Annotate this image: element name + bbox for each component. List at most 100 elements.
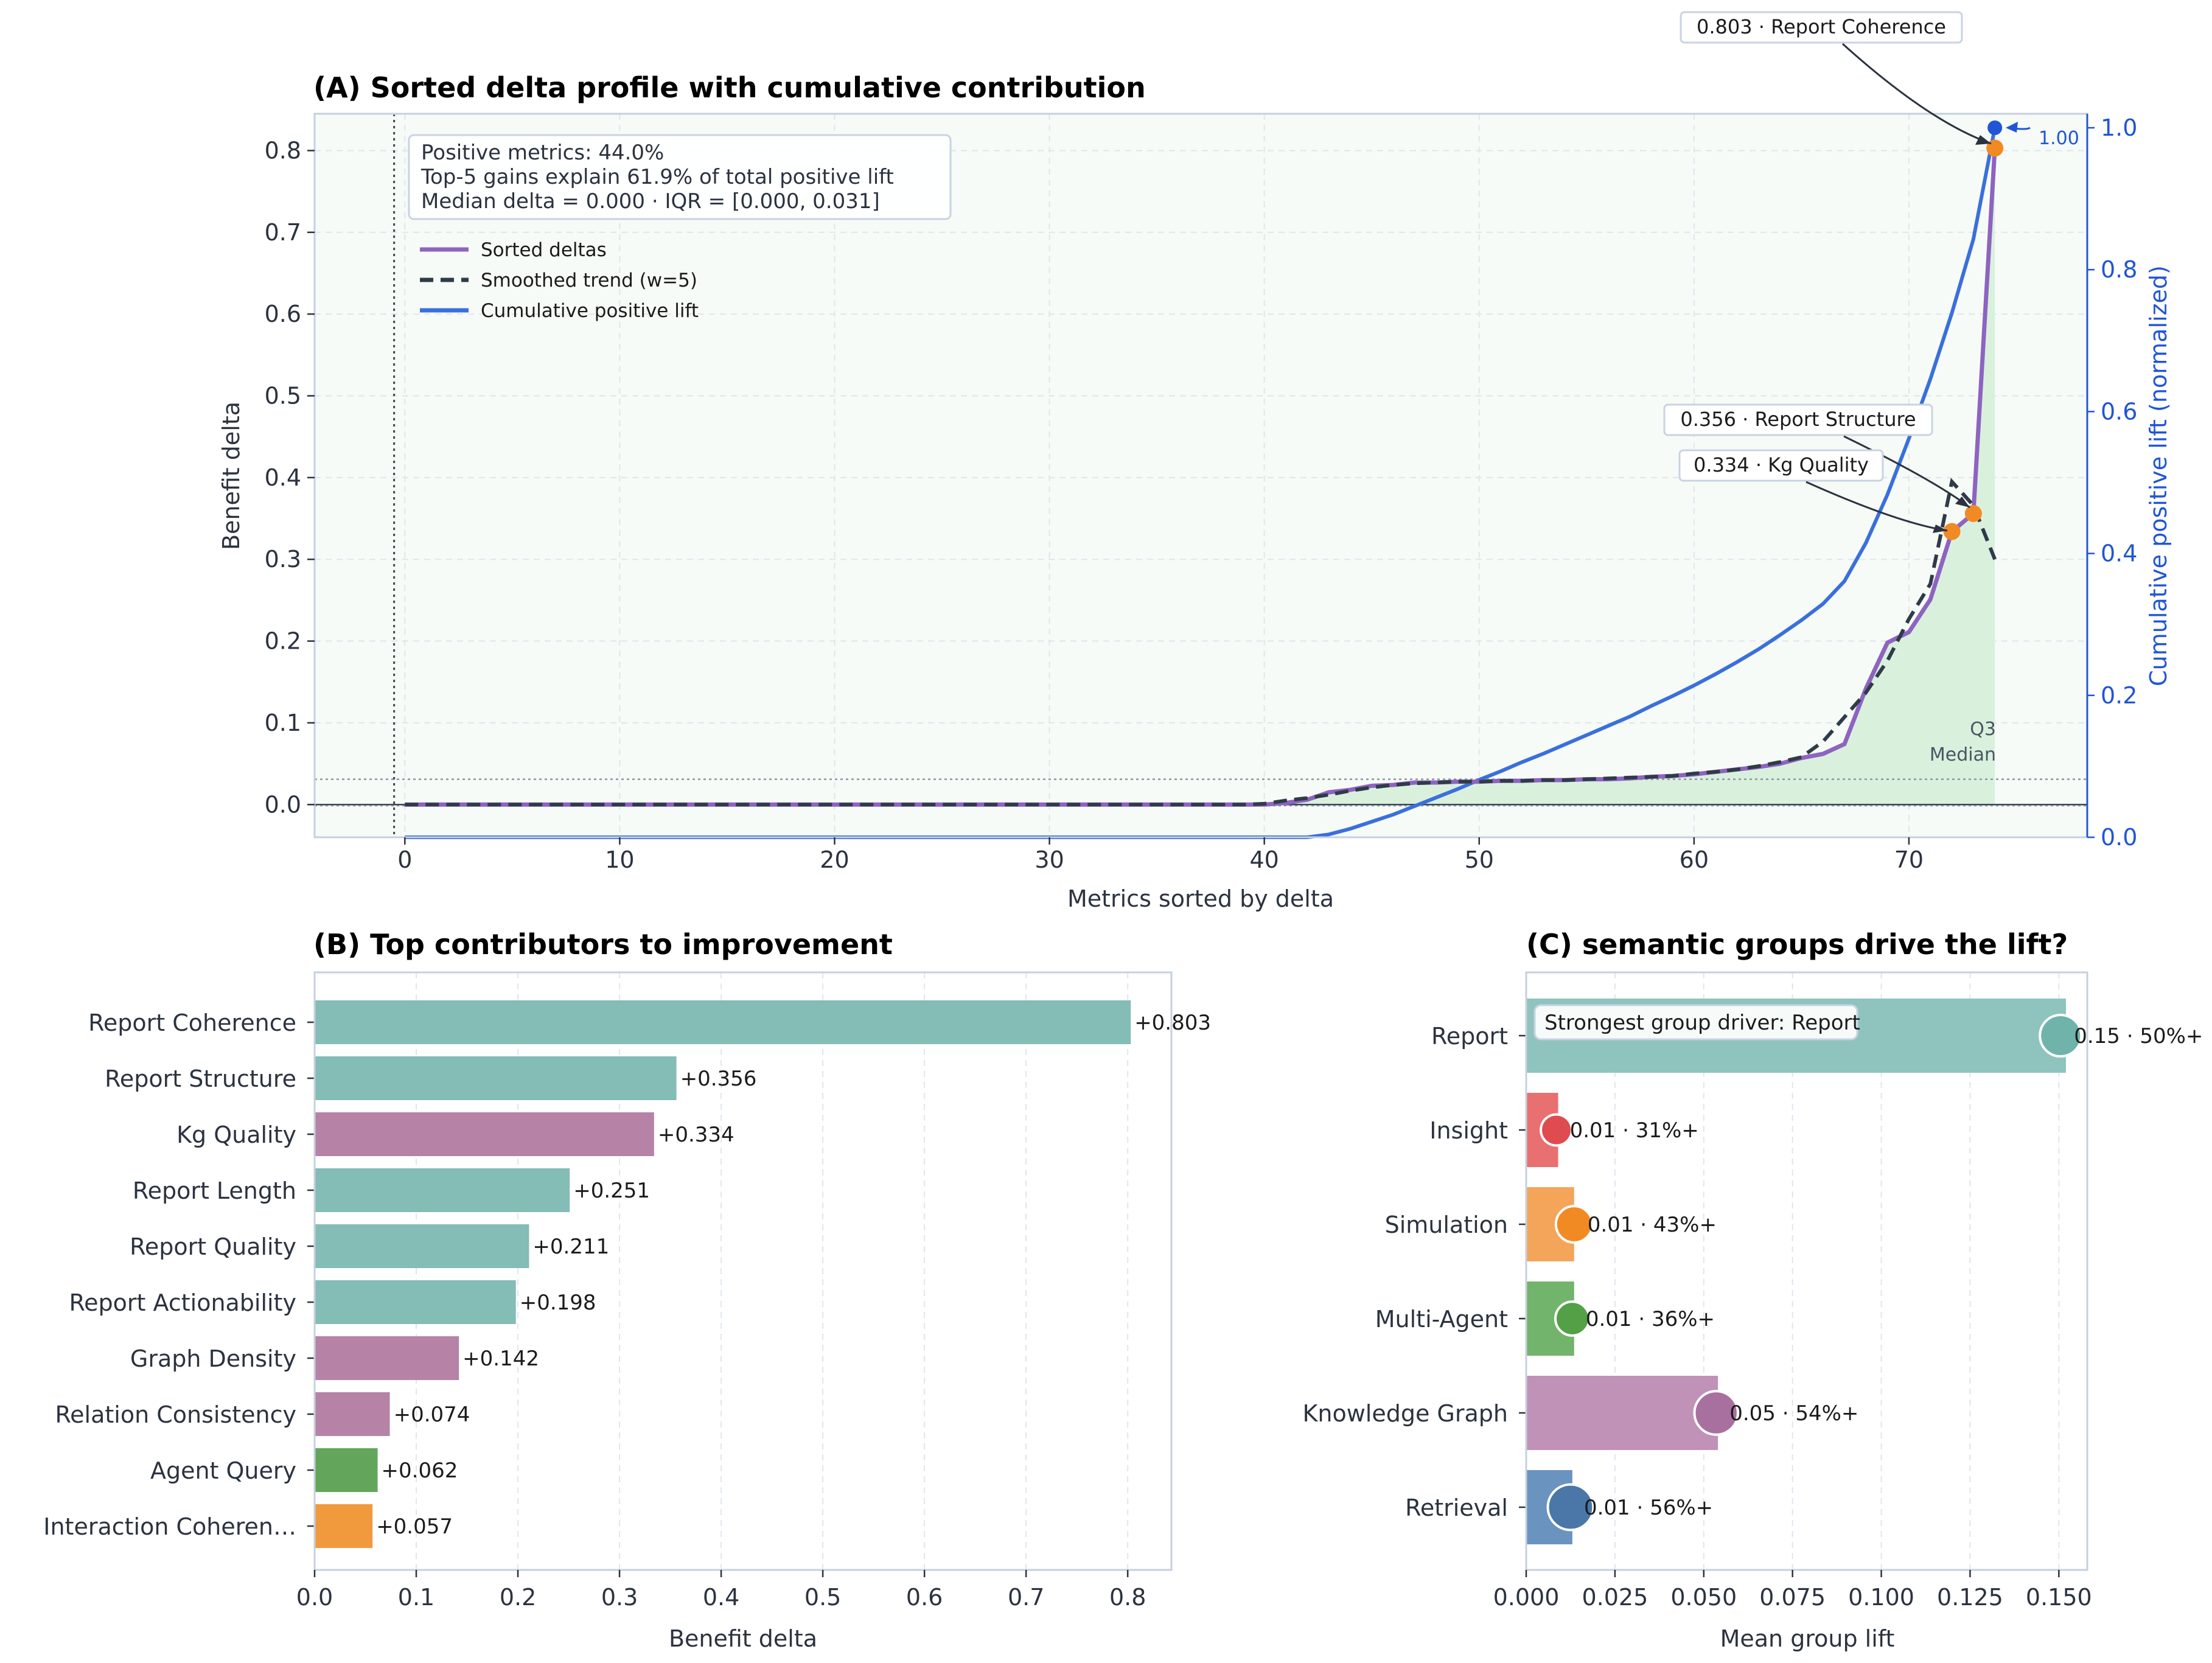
bar bbox=[1526, 1376, 1718, 1450]
x-tick-label: 20 bbox=[820, 846, 849, 873]
x-tick-label: 0.0 bbox=[296, 1584, 333, 1611]
info-box: Strongest group driver: Report bbox=[1533, 1004, 1860, 1041]
category-label: Report bbox=[1431, 1023, 1508, 1050]
legend-label-trend: Smoothed trend (w=5) bbox=[481, 270, 697, 291]
plot-frame-b bbox=[313, 971, 1173, 1571]
annotation-report-structure: 0.356 · Report Structure bbox=[1663, 403, 1970, 509]
y-tick-label: 0.3 bbox=[265, 546, 301, 573]
y-tick-label: 0.5 bbox=[265, 383, 301, 410]
panel-c-title: (C) semantic groups drive the lift? bbox=[1526, 928, 2068, 961]
x-tick-label: 0.150 bbox=[2026, 1584, 2092, 1611]
group-point bbox=[1693, 1390, 1739, 1436]
bar bbox=[315, 1000, 1131, 1044]
bar bbox=[315, 1112, 654, 1156]
y-tick-label: 0.8 bbox=[265, 137, 301, 164]
x-tick-label: 0.075 bbox=[1759, 1584, 1826, 1611]
category-label: Report Quality bbox=[130, 1233, 296, 1260]
y-tick-label: 0.1 bbox=[265, 709, 301, 736]
panel-a: (A) Sorted delta profile with cumulative… bbox=[218, 11, 2172, 912]
x-tick-label: 0 bbox=[397, 846, 412, 873]
stats-line-1: Positive metrics: 44.0% bbox=[421, 141, 664, 165]
group-point bbox=[1540, 1113, 1574, 1147]
legend-label-cumulative: Cumulative positive lift bbox=[481, 300, 699, 322]
x-tick-label: 0.000 bbox=[1493, 1584, 1560, 1611]
info-box-text: Strongest group driver: Report bbox=[1544, 1011, 1860, 1035]
bar bbox=[315, 1504, 373, 1548]
bar bbox=[315, 1392, 390, 1436]
bar bbox=[315, 1336, 459, 1380]
group-value-label: 0.01 · 36%+ bbox=[1586, 1307, 1715, 1331]
annotation-label: 1.00 bbox=[2039, 128, 2079, 149]
x-tick-label: 50 bbox=[1465, 846, 1494, 873]
y2-tick-label: 0.2 bbox=[2101, 682, 2137, 709]
bar bbox=[315, 1280, 516, 1324]
y-tick-label: 0.2 bbox=[265, 628, 301, 655]
x-tick-label: 0.100 bbox=[1848, 1584, 1914, 1611]
point-kg-quality bbox=[1943, 523, 1961, 540]
group-point bbox=[1546, 1483, 1595, 1532]
y2-tick-label: 0.0 bbox=[2101, 824, 2137, 851]
stats-box: Positive metrics: 44.0% Top-5 gains expl… bbox=[408, 134, 952, 220]
group-value-label: 0.01 · 56%+ bbox=[1584, 1496, 1713, 1520]
bar-value-label: +0.198 bbox=[520, 1291, 596, 1315]
x-tick-label: 0.125 bbox=[1937, 1584, 2003, 1611]
category-label: Insight bbox=[1429, 1117, 1508, 1144]
annotation-label: 0.334 · Kg Quality bbox=[1694, 453, 1869, 476]
y2-tick-label: 0.8 bbox=[2101, 256, 2137, 283]
point-report-structure bbox=[1964, 504, 1982, 522]
category-label: Report Length bbox=[133, 1177, 296, 1204]
q3-label: Q3 bbox=[1970, 719, 1996, 740]
median-label: Median bbox=[1930, 744, 1996, 765]
y-tick-label: 0.0 bbox=[265, 791, 301, 818]
bar-value-label: +0.356 bbox=[680, 1067, 757, 1091]
annotation-kg-quality: 0.334 · Kg Quality bbox=[1678, 449, 1948, 533]
annotation-cumulative-end: 1.00 bbox=[2006, 122, 2079, 149]
bar-value-label: +0.334 bbox=[658, 1123, 734, 1147]
bar-value-label: +0.211 bbox=[532, 1235, 609, 1259]
point-cumulative-end bbox=[1987, 120, 2003, 135]
category-label: Simulation bbox=[1385, 1212, 1508, 1238]
panel-b-xlabel: Benefit delta bbox=[669, 1625, 817, 1652]
x-tick-label: 30 bbox=[1034, 846, 1064, 873]
group-value-label: 0.01 · 31%+ bbox=[1570, 1118, 1699, 1143]
panel-a-title: (A) Sorted delta profile with cumulative… bbox=[313, 71, 1146, 104]
plot-frame-c bbox=[1525, 971, 2088, 1571]
panel-a-ylabel: Benefit delta bbox=[218, 402, 245, 550]
x-tick-label: 0.3 bbox=[601, 1584, 638, 1611]
x-tick-label: 60 bbox=[1680, 846, 1709, 873]
stats-line-3: Median delta = 0.000 · IQR = [0.000, 0.0… bbox=[421, 189, 880, 214]
group-value-label: 0.15 · 50%+ bbox=[2074, 1024, 2203, 1048]
panel-a-xlabel: Metrics sorted by delta bbox=[1067, 885, 1334, 912]
x-tick-label: 70 bbox=[1894, 846, 1924, 873]
panel-b: (B) Top contributors to improvement +0.8… bbox=[43, 928, 1211, 1652]
x-tick-label: 0.2 bbox=[500, 1584, 536, 1611]
bar bbox=[315, 1168, 570, 1212]
x-tick-label: 0.4 bbox=[703, 1584, 739, 1611]
category-label: Report Actionability bbox=[69, 1289, 296, 1316]
x-tick-label: 40 bbox=[1249, 846, 1279, 873]
bar bbox=[315, 1448, 378, 1492]
y-tick-label: 0.6 bbox=[265, 301, 301, 327]
y2-tick-label: 1.0 bbox=[2101, 114, 2137, 141]
legend: Sorted deltas Smoothed trend (w=5) Cumul… bbox=[420, 239, 699, 322]
bar-value-label: +0.074 bbox=[394, 1403, 470, 1427]
category-label: Agent Query bbox=[150, 1457, 296, 1484]
x-tick-label: 0.1 bbox=[398, 1584, 434, 1611]
x-tick-label: 0.7 bbox=[1008, 1584, 1044, 1611]
group-point bbox=[1554, 1205, 1594, 1244]
category-label: Relation Consistency bbox=[55, 1401, 296, 1428]
category-label: Knowledge Graph bbox=[1302, 1400, 1508, 1427]
category-label: Multi-Agent bbox=[1375, 1306, 1508, 1333]
panel-b-title: (B) Top contributors to improvement bbox=[313, 928, 893, 961]
x-tick-label: 0.8 bbox=[1109, 1584, 1146, 1611]
group-value-label: 0.01 · 43%+ bbox=[1588, 1213, 1717, 1237]
legend-label-sorted: Sorted deltas bbox=[481, 239, 607, 261]
stats-line-2: Top-5 gains explain 61.9% of total posit… bbox=[420, 165, 894, 189]
panel-c: (C) semantic groups drive the lift? 0.15… bbox=[1302, 928, 2203, 1652]
bar-value-label: +0.057 bbox=[376, 1515, 453, 1539]
bar-value-label: +0.803 bbox=[1134, 1011, 1211, 1035]
y-tick-label: 0.4 bbox=[265, 464, 301, 491]
x-tick-label: 10 bbox=[605, 846, 634, 873]
category-label: Interaction Coheren… bbox=[43, 1513, 296, 1540]
